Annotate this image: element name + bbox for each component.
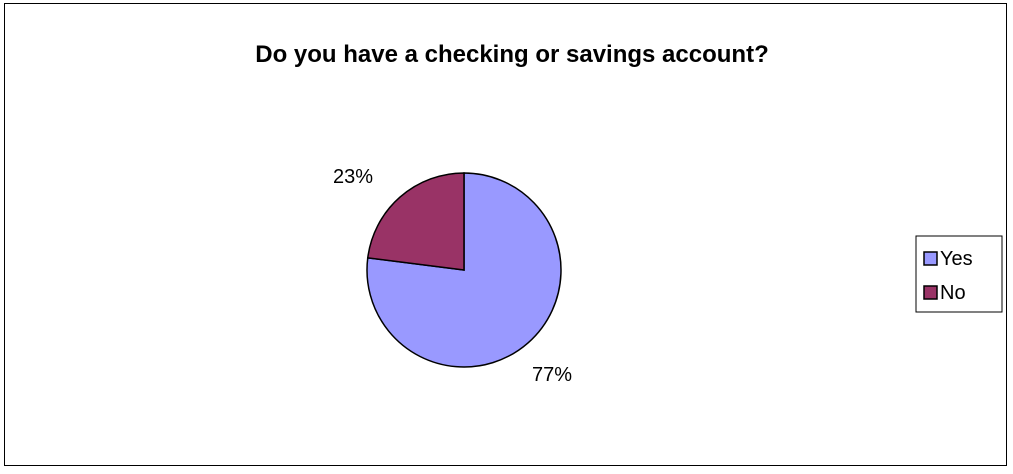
data-label-no: 23% [333, 166, 373, 188]
legend-label-yes: Yes [940, 248, 973, 270]
pie-slices [366, 172, 562, 368]
chart-title: Do you have a checking or savings accoun… [255, 41, 768, 68]
data-labels: 77% 23% [333, 166, 572, 386]
legend-swatch-yes [923, 251, 938, 266]
legend: Yes No [915, 235, 1003, 313]
legend-label-no: No [940, 282, 966, 304]
pie-chart: Do you have a checking or savings accoun… [255, 41, 1003, 386]
pie-slice-no [366, 172, 465, 271]
data-label-yes: 77% [532, 364, 572, 386]
chart-area: Do you have a checking or savings accoun… [4, 3, 1007, 466]
legend-swatch-no [923, 285, 938, 300]
